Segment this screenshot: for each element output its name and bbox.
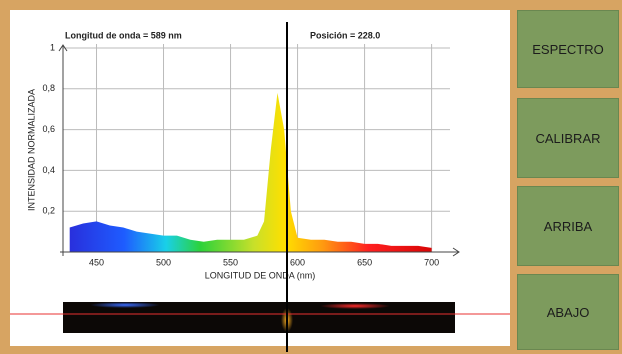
x-axis-label: LONGITUD DE ONDA (nm) — [205, 270, 316, 280]
calibrate-button[interactable]: CALIBRAR — [517, 98, 619, 178]
y-tick-label: 0,8 — [42, 83, 55, 93]
spectrum-area — [70, 93, 432, 252]
y-axis-label: INTENSIDAD NORMALIZADA — [26, 89, 36, 211]
y-tick-label: 0,2 — [42, 206, 55, 216]
x-tick-label: 650 — [357, 257, 372, 267]
x-tick-label: 500 — [156, 257, 171, 267]
app: Longitud de onda = 589 nm Posición = 228… — [0, 0, 622, 354]
x-tick-label: 600 — [290, 257, 305, 267]
position-readout: Posición = 228.0 — [310, 30, 380, 40]
x-tick-label: 700 — [424, 257, 439, 267]
down-button[interactable]: ABAJO — [517, 274, 619, 350]
spectrum-image-red — [320, 303, 390, 309]
spectrum-button[interactable]: ESPECTRO — [517, 10, 619, 88]
y-tick-label: 1 — [50, 42, 55, 52]
x-tick-label: 450 — [89, 257, 104, 267]
spectrum-image-blue — [90, 302, 160, 308]
x-tick-label: 550 — [223, 257, 238, 267]
y-tick-label: 0,4 — [42, 165, 55, 175]
y-tick-label: 0,6 — [42, 124, 55, 134]
up-button[interactable]: ARRIBA — [517, 186, 619, 266]
wavelength-readout: Longitud de onda = 589 nm — [65, 30, 182, 40]
